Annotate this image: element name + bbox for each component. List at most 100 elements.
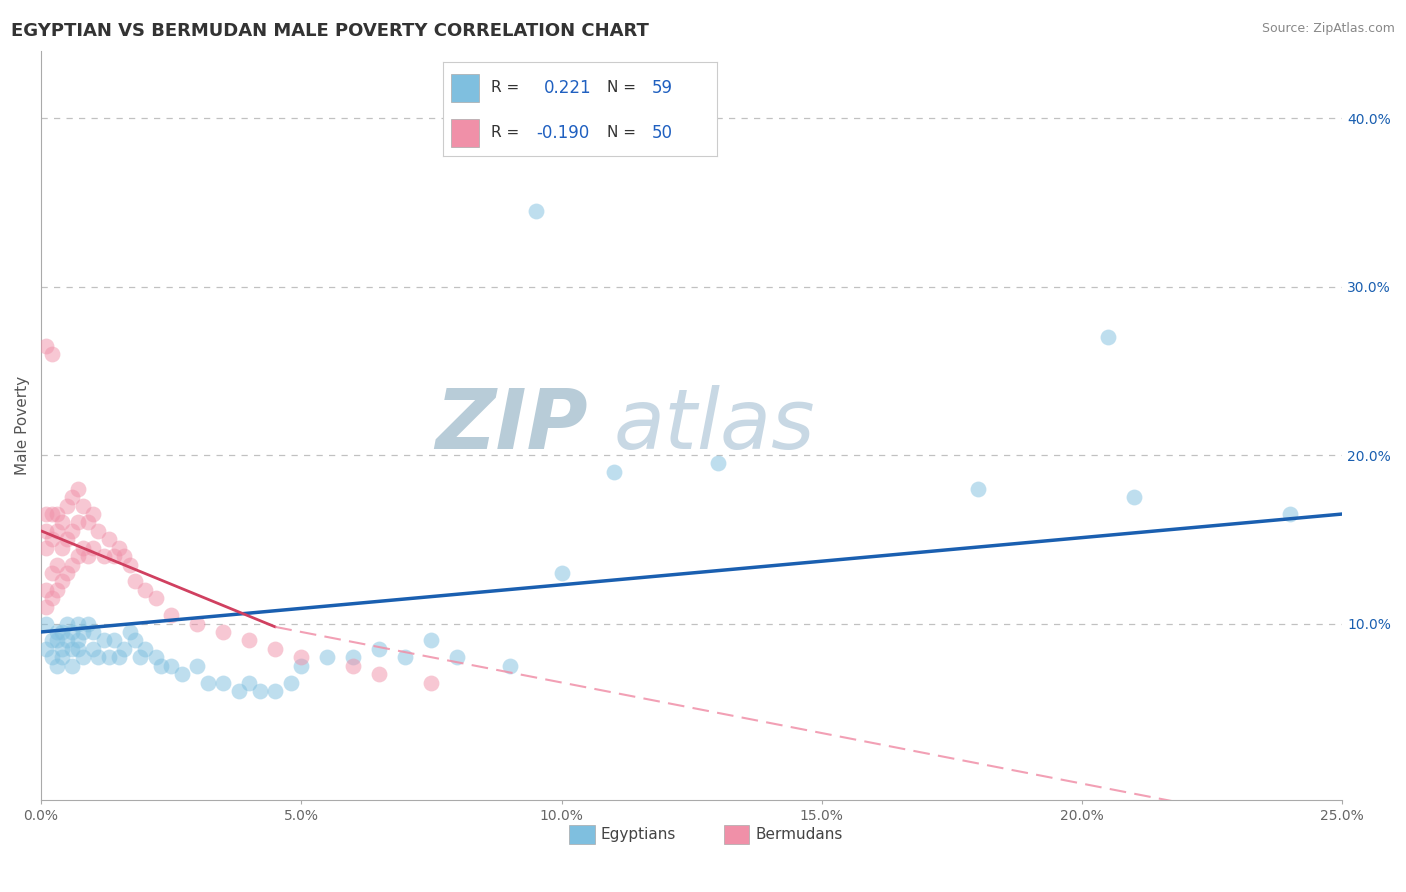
Point — [706, 457, 728, 471]
Point — [41, 507, 63, 521]
Point — [342, 658, 364, 673]
Text: 0.221: 0.221 — [544, 78, 592, 96]
Point — [118, 558, 141, 572]
Point — [1097, 330, 1119, 344]
Point — [51, 574, 73, 589]
Point — [149, 658, 172, 673]
Point — [60, 524, 83, 538]
Point — [602, 465, 624, 479]
Text: atlas: atlas — [613, 385, 815, 466]
Text: Bermudans: Bermudans — [755, 827, 842, 842]
Point — [35, 582, 58, 597]
Point — [35, 541, 58, 555]
Point — [368, 667, 391, 681]
Point — [72, 541, 94, 555]
Point — [41, 591, 63, 606]
Point — [97, 533, 120, 547]
Point — [249, 684, 271, 698]
Point — [420, 675, 443, 690]
Point — [41, 347, 63, 361]
Point — [82, 507, 104, 521]
Point — [160, 658, 183, 673]
Point — [170, 667, 193, 681]
Point — [145, 591, 167, 606]
Point — [66, 482, 89, 496]
Point — [290, 658, 312, 673]
Point — [112, 549, 135, 563]
Point — [51, 541, 73, 555]
Point — [66, 616, 89, 631]
Text: ZIP: ZIP — [434, 385, 588, 466]
Point — [45, 658, 67, 673]
Point — [238, 633, 260, 648]
Point — [550, 566, 572, 580]
Point — [77, 516, 100, 530]
Point — [35, 641, 58, 656]
Y-axis label: Male Poverty: Male Poverty — [15, 376, 30, 475]
Point — [316, 650, 339, 665]
Point — [212, 624, 235, 639]
Point — [103, 633, 125, 648]
Point — [60, 624, 83, 639]
Point — [45, 524, 67, 538]
Point — [45, 558, 67, 572]
Point — [124, 633, 146, 648]
Point — [967, 482, 990, 496]
Text: Egyptians: Egyptians — [600, 827, 676, 842]
Point — [41, 633, 63, 648]
Point — [56, 499, 79, 513]
Point — [197, 675, 219, 690]
Point — [77, 549, 100, 563]
Point — [51, 650, 73, 665]
Point — [212, 675, 235, 690]
Point — [41, 566, 63, 580]
Bar — [451, 119, 478, 147]
Point — [228, 684, 250, 698]
Point — [290, 650, 312, 665]
Point — [394, 650, 416, 665]
Point — [368, 641, 391, 656]
Point — [498, 658, 520, 673]
Point — [134, 641, 156, 656]
Point — [51, 516, 73, 530]
Point — [45, 582, 67, 597]
Point — [77, 616, 100, 631]
Text: N =: N = — [607, 80, 637, 95]
Point — [60, 641, 83, 656]
Point — [87, 524, 110, 538]
Point — [45, 624, 67, 639]
Point — [56, 566, 79, 580]
Point — [87, 650, 110, 665]
Point — [238, 675, 260, 690]
Point — [186, 658, 208, 673]
Point — [41, 533, 63, 547]
Point — [264, 684, 287, 698]
Point — [45, 507, 67, 521]
Point — [35, 524, 58, 538]
Point — [420, 633, 443, 648]
Point — [35, 599, 58, 614]
Text: EGYPTIAN VS BERMUDAN MALE POVERTY CORRELATION CHART: EGYPTIAN VS BERMUDAN MALE POVERTY CORREL… — [11, 22, 650, 40]
Point — [82, 641, 104, 656]
Text: R =: R = — [491, 125, 519, 140]
Point — [129, 650, 152, 665]
Text: N =: N = — [607, 125, 637, 140]
Point — [51, 624, 73, 639]
Point — [342, 650, 364, 665]
Point — [56, 533, 79, 547]
Point — [124, 574, 146, 589]
Point — [56, 633, 79, 648]
Text: 59: 59 — [651, 78, 672, 96]
Point — [51, 641, 73, 656]
Point — [41, 650, 63, 665]
Point — [72, 499, 94, 513]
Point — [108, 650, 131, 665]
Point — [1123, 490, 1146, 504]
Point — [66, 516, 89, 530]
Point — [103, 549, 125, 563]
Point — [108, 541, 131, 555]
Bar — [451, 74, 478, 102]
Point — [66, 641, 89, 656]
Point — [160, 608, 183, 623]
Point — [145, 650, 167, 665]
